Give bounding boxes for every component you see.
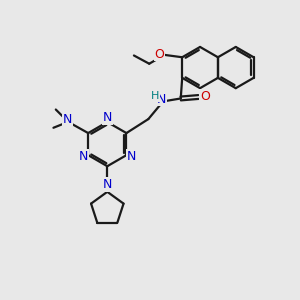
Text: N: N [103, 111, 112, 124]
Text: N: N [157, 93, 166, 106]
Text: N: N [63, 113, 72, 126]
Text: O: O [200, 90, 210, 103]
Text: H: H [151, 91, 159, 101]
Text: N: N [127, 149, 136, 163]
Text: N: N [79, 149, 88, 163]
Text: O: O [154, 47, 164, 61]
Text: N: N [103, 178, 112, 191]
